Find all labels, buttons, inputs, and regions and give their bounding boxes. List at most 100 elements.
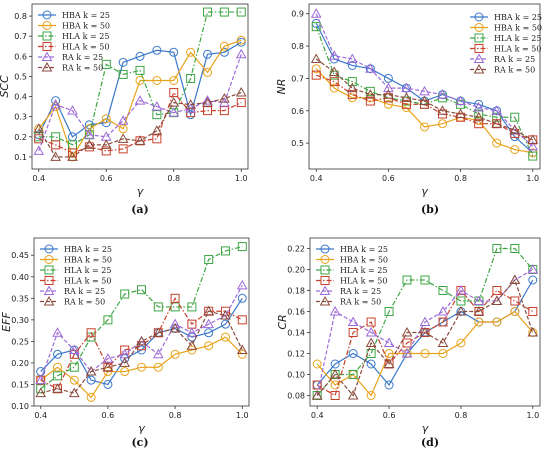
data-point (420, 349, 430, 358)
data-point (203, 305, 215, 316)
data-point (328, 66, 340, 76)
data-point (137, 362, 146, 372)
data-point (347, 389, 359, 400)
data-point (456, 338, 466, 348)
legend-label: RA k = 25 (62, 53, 103, 62)
data-point (383, 82, 394, 93)
data-point (474, 99, 484, 109)
data-point (103, 379, 113, 389)
chart-panel-2: 0.4 0.6 0.8 1.0 0.5 0.6 0.7 0.8 0.9 γ NR HBA k = 25… (275, 3, 542, 198)
data-point (473, 295, 485, 305)
legend-label: RA k = 25 (64, 287, 105, 296)
data-point (237, 293, 247, 303)
data-point (203, 7, 212, 17)
data-point (401, 347, 413, 358)
legend-label: HLA k = 50 (340, 277, 387, 286)
y-tick-label: 0.6 (14, 52, 27, 61)
data-point (203, 49, 212, 59)
data-point (527, 326, 539, 337)
data-point (437, 305, 449, 316)
data-point (169, 318, 181, 329)
data-point (170, 293, 180, 303)
data-point (169, 88, 179, 98)
x-axis-label: γ (138, 422, 145, 435)
data-point (237, 242, 247, 252)
x-tick-label: 0.4 (311, 411, 324, 420)
legend-marker (44, 276, 54, 285)
data-point (383, 89, 394, 99)
data-point (203, 318, 215, 329)
data-point (492, 286, 502, 295)
data-point (311, 22, 321, 32)
data-point (35, 387, 47, 398)
data-point (203, 67, 212, 77)
legend-label: HLA k = 50 (62, 43, 109, 52)
data-point (137, 285, 146, 295)
data-point (204, 255, 214, 265)
data-point (383, 73, 393, 83)
data-point (365, 89, 376, 99)
x-tick-label: 0.8 (455, 411, 468, 420)
legend-label: HBA k = 50 (340, 256, 388, 265)
series-6 (33, 87, 247, 161)
series-line (316, 247, 534, 396)
data-point (329, 83, 339, 93)
data-point (152, 134, 162, 144)
legend-label: HLA k = 50 (64, 277, 111, 286)
data-point (330, 391, 340, 400)
x-axis-label: γ (137, 185, 144, 198)
data-point (117, 115, 129, 125)
data-point (510, 145, 520, 155)
legend-label: RA k = 50 (62, 64, 103, 73)
data-point (67, 105, 78, 115)
legend-label: HLA k = 25 (494, 34, 541, 43)
legend-marker (473, 53, 485, 63)
data-point (311, 70, 321, 80)
x-tick-label: 1.0 (235, 174, 248, 183)
data-point (401, 99, 411, 109)
data-point (202, 97, 213, 107)
data-point (186, 327, 198, 337)
x-tick-label: 0.6 (383, 411, 396, 420)
data-point (134, 95, 146, 105)
legend-label: HBA k = 25 (62, 11, 110, 20)
y-tick-label: 0.5 (14, 72, 27, 81)
data-point (346, 82, 358, 93)
data-point (527, 263, 539, 274)
data-point (237, 349, 247, 359)
y-tick-label: 0.18 (287, 287, 305, 296)
data-point (311, 389, 323, 400)
y-tick-label: 0.8 (14, 12, 27, 21)
data-point (135, 51, 145, 61)
data-point (219, 93, 230, 103)
data-point (510, 244, 520, 253)
series-6 (310, 53, 539, 144)
data-point (68, 344, 80, 354)
legend-marker (320, 265, 330, 275)
data-point (347, 316, 359, 326)
data-point (310, 53, 322, 63)
data-point (118, 69, 128, 79)
legend-label: RA k = 50 (64, 298, 105, 307)
y-tick-label: 0.14 (287, 329, 305, 338)
data-point (329, 305, 341, 316)
legend-label: HLA k = 25 (340, 266, 387, 275)
y-tick-label: 0.20 (11, 359, 29, 368)
y-tick-label: 0.5 (291, 139, 304, 148)
legend-marker (474, 33, 484, 43)
panel-label: (b) (421, 203, 439, 216)
data-point (52, 383, 63, 393)
data-point (236, 98, 246, 108)
data-point (312, 380, 322, 390)
data-point (438, 317, 448, 327)
data-point (348, 328, 358, 337)
series-line (38, 91, 242, 158)
data-point (151, 125, 163, 135)
series-6 (311, 274, 539, 400)
data-point (474, 119, 484, 129)
series-3 (36, 242, 247, 394)
data-point (86, 375, 96, 385)
